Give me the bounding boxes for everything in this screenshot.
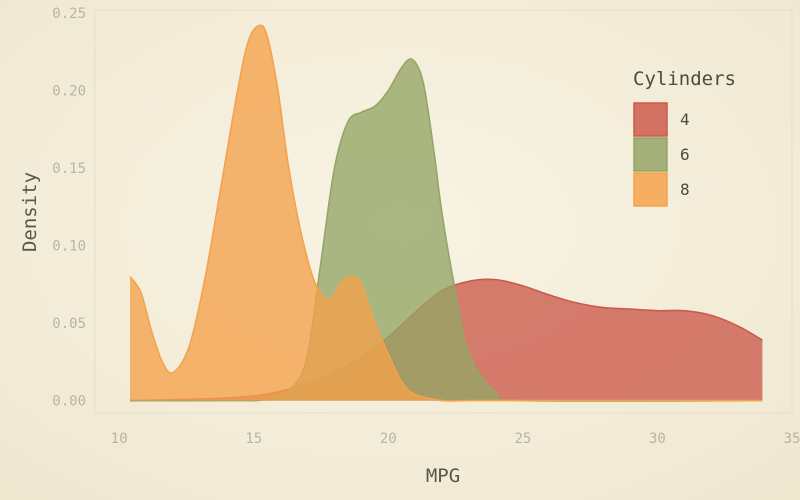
legend-swatch-cyl-4: [633, 102, 668, 137]
x-tick-label: 25: [514, 431, 531, 447]
density-area-cyl-8: [130, 25, 763, 402]
x-tick-label: 20: [380, 431, 397, 447]
density-area-cyl-6: [130, 58, 763, 402]
y-tick-label: 0.05: [52, 316, 86, 332]
density-line-cyl-8: [129, 24, 763, 402]
y-axis-title: Density: [19, 172, 41, 252]
y-axis: 0.00 0.05 0.10 0.15 0.20 0.25: [52, 6, 86, 410]
x-tick-label: 35: [784, 431, 800, 447]
y-tick-label: 0.15: [52, 161, 86, 177]
y-tick-label: 0.00: [52, 394, 86, 410]
legend-items: 4 6 8: [633, 102, 690, 207]
y-tick-label: 0.25: [52, 6, 86, 22]
series-layer: [129, 24, 763, 402]
y-tick-label: 0.10: [52, 239, 86, 255]
legend-swatch-cyl-8: [633, 172, 668, 207]
x-axis: 10 15 20 25 30 35: [111, 431, 800, 447]
legend-label-cyl-8: 8: [680, 180, 690, 199]
legend-label-cyl-6: 6: [680, 145, 690, 164]
legend-title: Cylinders: [633, 68, 736, 90]
plot-panel: [94, 9, 793, 414]
x-axis-title: MPG: [426, 465, 460, 487]
legend-swatch-cyl-6: [633, 137, 668, 172]
x-tick-label: 10: [111, 431, 128, 447]
legend: Cylinders 4 6 8: [633, 68, 736, 207]
x-tick-label: 15: [245, 431, 262, 447]
y-tick-label: 0.20: [52, 84, 86, 100]
legend-label-cyl-4: 4: [680, 110, 690, 129]
x-tick-label: 30: [649, 431, 666, 447]
